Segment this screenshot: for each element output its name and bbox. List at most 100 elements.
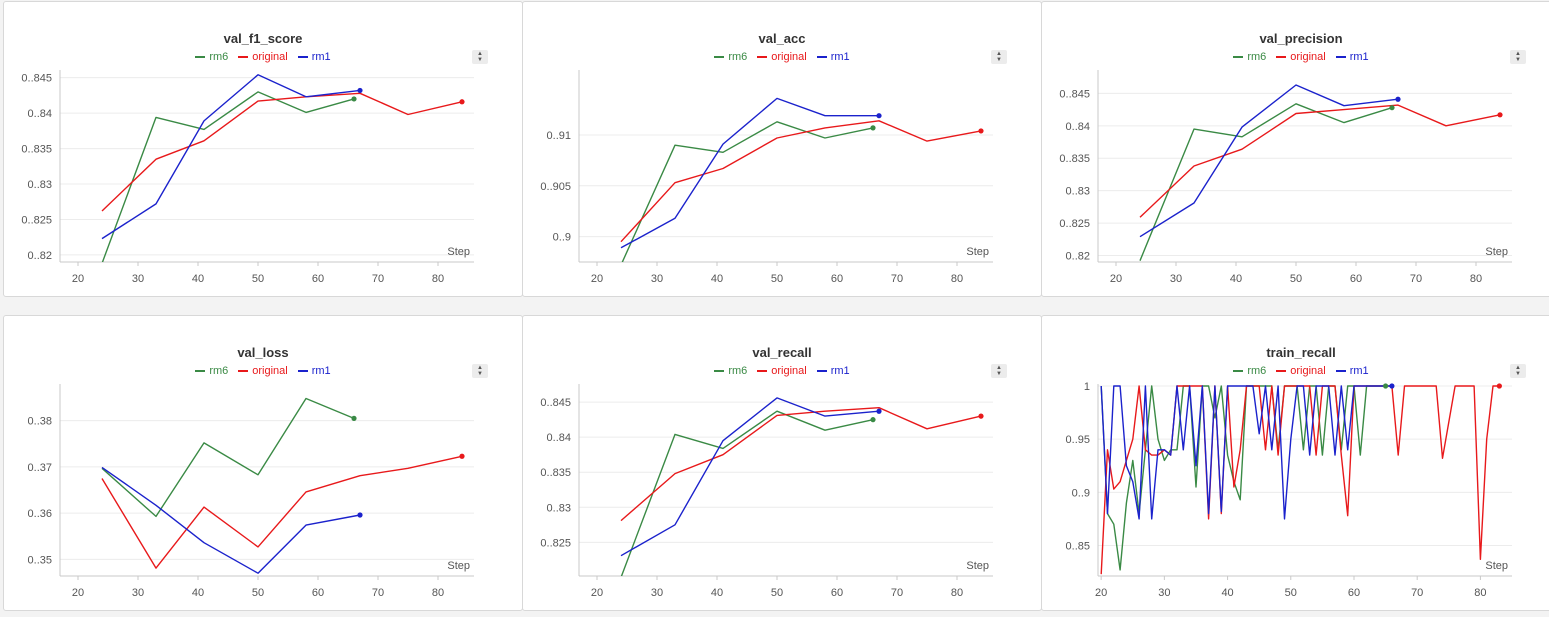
series-line-original [620, 120, 982, 243]
sort-arrows-icon[interactable]: ▲▼ [472, 364, 488, 378]
y-tick-label: 0..82 [28, 250, 52, 262]
y-tick-label: 0..37 [28, 462, 52, 474]
legend-label: original [252, 365, 288, 377]
x-tick-label: 20 [591, 587, 603, 599]
y-tick-label: 0..9 [1072, 487, 1090, 499]
x-tick-label: 20 [1095, 587, 1107, 599]
y-tick-label: 0..835 [1059, 153, 1090, 165]
legend-label: rm1 [311, 365, 331, 377]
chart-title: val_precision [1259, 31, 1343, 46]
legend-item-rm1[interactable]: rm1 [816, 51, 850, 64]
legend-item-rm1[interactable]: rm1 [297, 365, 331, 378]
legend-swatch [195, 56, 206, 59]
legend-item-rm1[interactable]: rm1 [1335, 365, 1369, 378]
x-tick-label: 30 [1158, 587, 1170, 599]
legend-item-rm1[interactable]: rm1 [816, 365, 850, 378]
sort-arrows-icon[interactable]: ▲▼ [1510, 364, 1526, 378]
x-axis-label: Step [1485, 560, 1508, 572]
y-tick-label: 0..84 [1066, 121, 1090, 133]
chart-legend: rm6 original rm1 [4, 51, 522, 64]
series-line-original [1139, 104, 1501, 218]
chart-panel-val-recall: 0..825 0..83 0..835 0..84 0..845 20 30 40 50 60 70… [522, 315, 1042, 611]
y-tick-label: 0..84 [547, 432, 571, 444]
legend-swatch [714, 56, 725, 59]
series-end-marker-rm1 [357, 87, 363, 94]
x-tick-label: 30 [132, 273, 144, 285]
y-tick-label: 0..83 [1066, 186, 1090, 198]
series-end-marker-original [459, 99, 465, 105]
y-tick-label: 0..95 [1066, 434, 1090, 446]
legend-swatch [714, 370, 725, 373]
series-line-original [101, 455, 463, 569]
legend-item-original[interactable]: original [1276, 51, 1326, 64]
legend-item-original[interactable]: original [757, 365, 807, 378]
legend-item-rm6[interactable]: rm6 [195, 51, 228, 64]
chart-plot: 0..35 0..36 0..37 0..38 20 30 40 50 60 70 80 Step [28, 384, 474, 599]
chart-plot: 0..85 0..9 0..95 1 20 30 40 50 60 70 80 Step [1066, 381, 1512, 599]
x-tick-label: 50 [771, 587, 783, 599]
chart-legend: rm6 original rm1 [523, 51, 1041, 64]
series-line-rm6 [101, 91, 355, 262]
legend-item-rm6[interactable]: rm6 [1233, 365, 1266, 378]
x-tick-label: 40 [1221, 587, 1233, 599]
legend-item-rm6[interactable]: rm6 [714, 51, 747, 64]
x-tick-label: 20 [1110, 273, 1122, 285]
sort-arrows-icon[interactable]: ▲▼ [1510, 50, 1526, 64]
legend-label: original [771, 365, 807, 377]
chart-panel-val-precision: 0..82 0..825 0..83 0..835 0..84 0..845 20 30 40 5… [1041, 1, 1549, 297]
chart-plot: 0..82 0..825 0..83 0..835 0..84 0..845 20 30 40 5… [1059, 70, 1512, 285]
legend-swatch [238, 370, 249, 373]
legend-item-original[interactable]: original [757, 51, 807, 64]
series-end-marker-original [459, 453, 465, 459]
series-line-rm1 [1100, 385, 1392, 520]
series-end-marker-rm6 [351, 415, 357, 421]
series-end-marker-original [1497, 112, 1503, 118]
series-line-original [1100, 385, 1500, 575]
legend-swatch [816, 56, 827, 59]
legend-label: rm1 [1349, 365, 1369, 377]
chart-panel-val-acc: 0..9 0..905 0..91 20 30 40 50 60 70 80 Step val_acc… [522, 1, 1042, 297]
series-end-marker-rm1 [357, 512, 363, 518]
series-line-rm1 [101, 74, 361, 240]
legend-item-rm6[interactable]: rm6 [714, 365, 747, 378]
y-tick-label: 0..835 [540, 467, 571, 479]
legend-item-rm6[interactable]: rm6 [195, 365, 228, 378]
x-tick-label: 60 [831, 273, 843, 285]
series-end-marker-original [978, 413, 984, 419]
series-end-marker-original [978, 128, 984, 134]
x-tick-label: 50 [771, 273, 783, 285]
y-tick-label: 0..905 [540, 181, 571, 193]
legend-item-original[interactable]: original [1276, 365, 1326, 378]
legend-item-original[interactable]: original [238, 51, 288, 64]
legend-swatch [757, 370, 768, 373]
legend-item-rm1[interactable]: rm1 [1335, 51, 1369, 64]
legend-item-original[interactable]: original [238, 365, 288, 378]
x-tick-label: 60 [1348, 587, 1360, 599]
x-tick-label: 50 [252, 587, 264, 599]
legend-item-rm1[interactable]: rm1 [297, 51, 331, 64]
legend-swatch [1335, 56, 1346, 59]
legend-swatch [195, 370, 206, 373]
x-tick-label: 70 [1410, 273, 1422, 285]
y-tick-label: 0..38 [28, 416, 52, 428]
sort-arrows-icon[interactable]: ▲▼ [991, 364, 1007, 378]
sort-arrows-icon[interactable]: ▲▼ [472, 50, 488, 64]
chart-title: val_acc [758, 31, 806, 46]
x-axis-label: Step [966, 246, 989, 258]
series-line-rm1 [620, 97, 879, 249]
x-tick-label: 80 [951, 587, 963, 599]
chart-title: val_loss [237, 345, 289, 360]
chart-title: val_f1_score [223, 31, 303, 46]
chart-legend: rm6 original rm1 [1042, 365, 1549, 378]
x-axis-label: Step [447, 560, 470, 572]
legend-item-rm6[interactable]: rm6 [1233, 51, 1266, 64]
series-line-rm6 [621, 121, 874, 262]
legend-label: rm6 [728, 51, 748, 63]
chart-legend: rm6 original rm1 [4, 365, 522, 378]
x-tick-label: 30 [1170, 273, 1182, 285]
x-tick-label: 30 [651, 587, 663, 599]
sort-arrows-icon[interactable]: ▲▼ [991, 50, 1007, 64]
x-tick-label: 40 [711, 273, 723, 285]
series-end-marker-rm6 [870, 417, 876, 423]
